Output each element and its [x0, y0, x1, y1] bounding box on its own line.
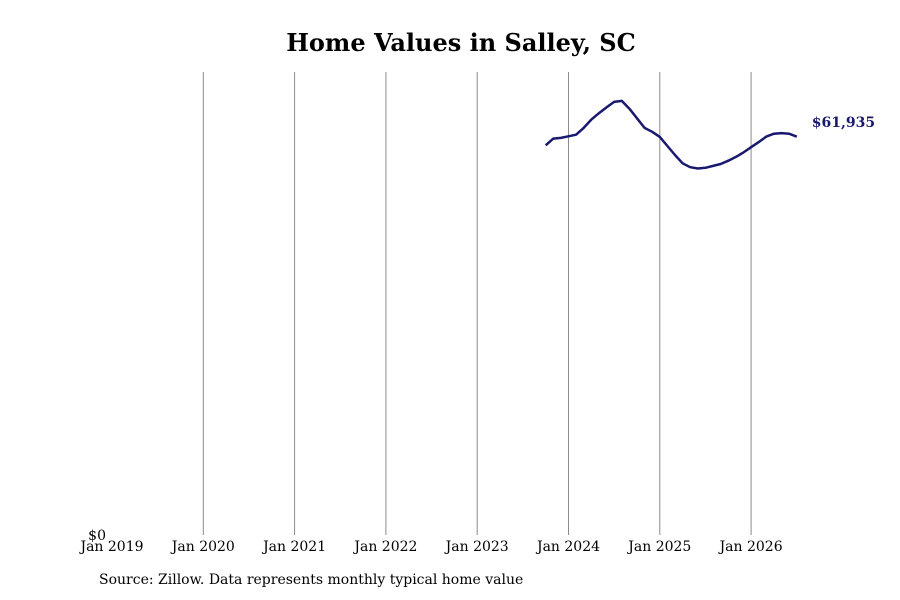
x-tick-label: Jan 2023: [444, 539, 509, 555]
series-layer: [544, 99, 798, 170]
y-axis-ticks: $0: [88, 528, 106, 544]
x-tick-label: Jan 2020: [170, 539, 235, 555]
x-tick-label: Jan 2022: [352, 539, 417, 555]
chart-title: Home Values in Salley, SC: [286, 28, 635, 57]
x-tick-label: Jan 2019: [78, 539, 143, 555]
x-tick-label: Jan 2025: [626, 539, 691, 555]
home-value-line: [544, 99, 798, 170]
source-note: Source: Zillow. Data represents monthly …: [99, 572, 524, 588]
y-tick-label: $0: [88, 528, 106, 544]
label-layer: $61,935: [812, 115, 875, 131]
x-tick-label: Jan 2024: [535, 539, 600, 555]
end-value-label: $61,935: [812, 115, 875, 131]
gridlines: [202, 72, 752, 535]
x-axis-ticks: Jan 2019 Jan 2020 Jan 2021 Jan 2022 Jan 2023…: [78, 539, 782, 555]
x-tick-label: Jan 2021: [261, 539, 326, 555]
x-tick-label: Jan 2026: [718, 539, 783, 555]
